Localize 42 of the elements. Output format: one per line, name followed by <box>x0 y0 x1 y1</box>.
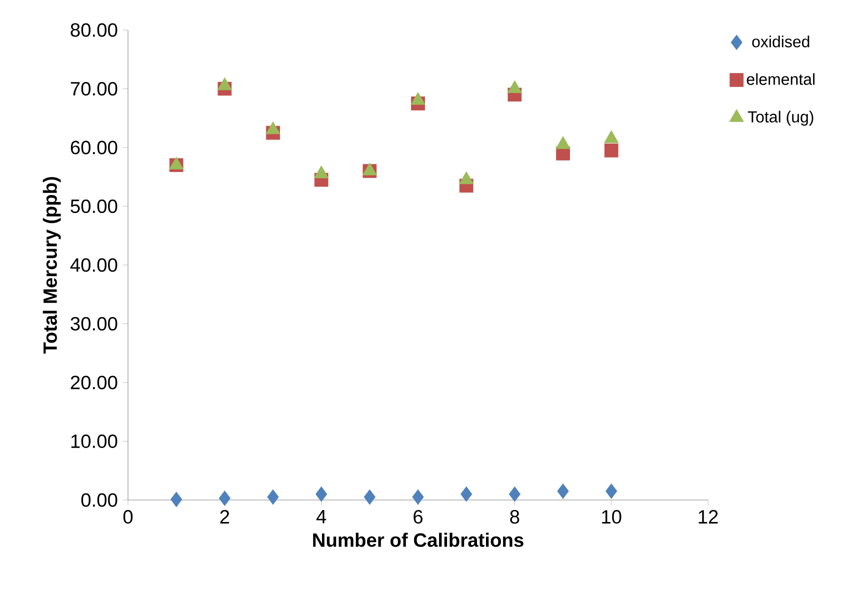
y-tick-label: 80.00 <box>70 23 118 37</box>
y-axis-title: Total Mercury (ppb) <box>42 177 61 354</box>
point <box>410 92 426 105</box>
point <box>316 486 328 502</box>
point <box>412 489 424 505</box>
point <box>507 80 522 94</box>
point <box>604 144 618 158</box>
x-tick-label: 4 <box>316 510 326 524</box>
x-tick-label: 2 <box>220 510 230 524</box>
y-tick-label: 0.00 <box>81 493 118 507</box>
y-tick-label: 10.00 <box>71 434 118 448</box>
y-tick-label: 60.00 <box>70 140 118 154</box>
y-tick-label: 30.00 <box>70 316 118 331</box>
x-tick-label: 0 <box>123 510 133 524</box>
point <box>557 484 569 499</box>
point <box>459 172 474 184</box>
y-tick-label: 50.00 <box>70 199 118 214</box>
legend-label: Total (ug) <box>748 110 814 126</box>
point <box>460 486 472 502</box>
point <box>314 166 329 178</box>
point <box>218 490 230 506</box>
point <box>266 122 280 134</box>
legend-label: oxidised <box>752 36 810 48</box>
point <box>556 136 570 149</box>
y-tick-label: 70.00 <box>70 82 118 96</box>
point <box>364 489 376 505</box>
point <box>606 484 618 499</box>
x-tick-label: 12 <box>698 510 718 524</box>
x-tick-label: 8 <box>510 510 520 524</box>
point <box>267 489 279 505</box>
x-tick-label: 6 <box>414 510 422 524</box>
y-tick-label: 40.00 <box>70 258 118 272</box>
point <box>508 486 520 502</box>
x-tick-label: 10 <box>602 510 622 524</box>
point <box>217 78 232 90</box>
point <box>170 492 182 508</box>
point <box>604 130 619 143</box>
x-axis-title: Number of Calibrations <box>313 532 524 547</box>
y-tick-label: 20.00 <box>70 376 118 390</box>
point <box>169 156 184 170</box>
legend-label: elemental <box>746 73 814 85</box>
point <box>362 162 377 176</box>
